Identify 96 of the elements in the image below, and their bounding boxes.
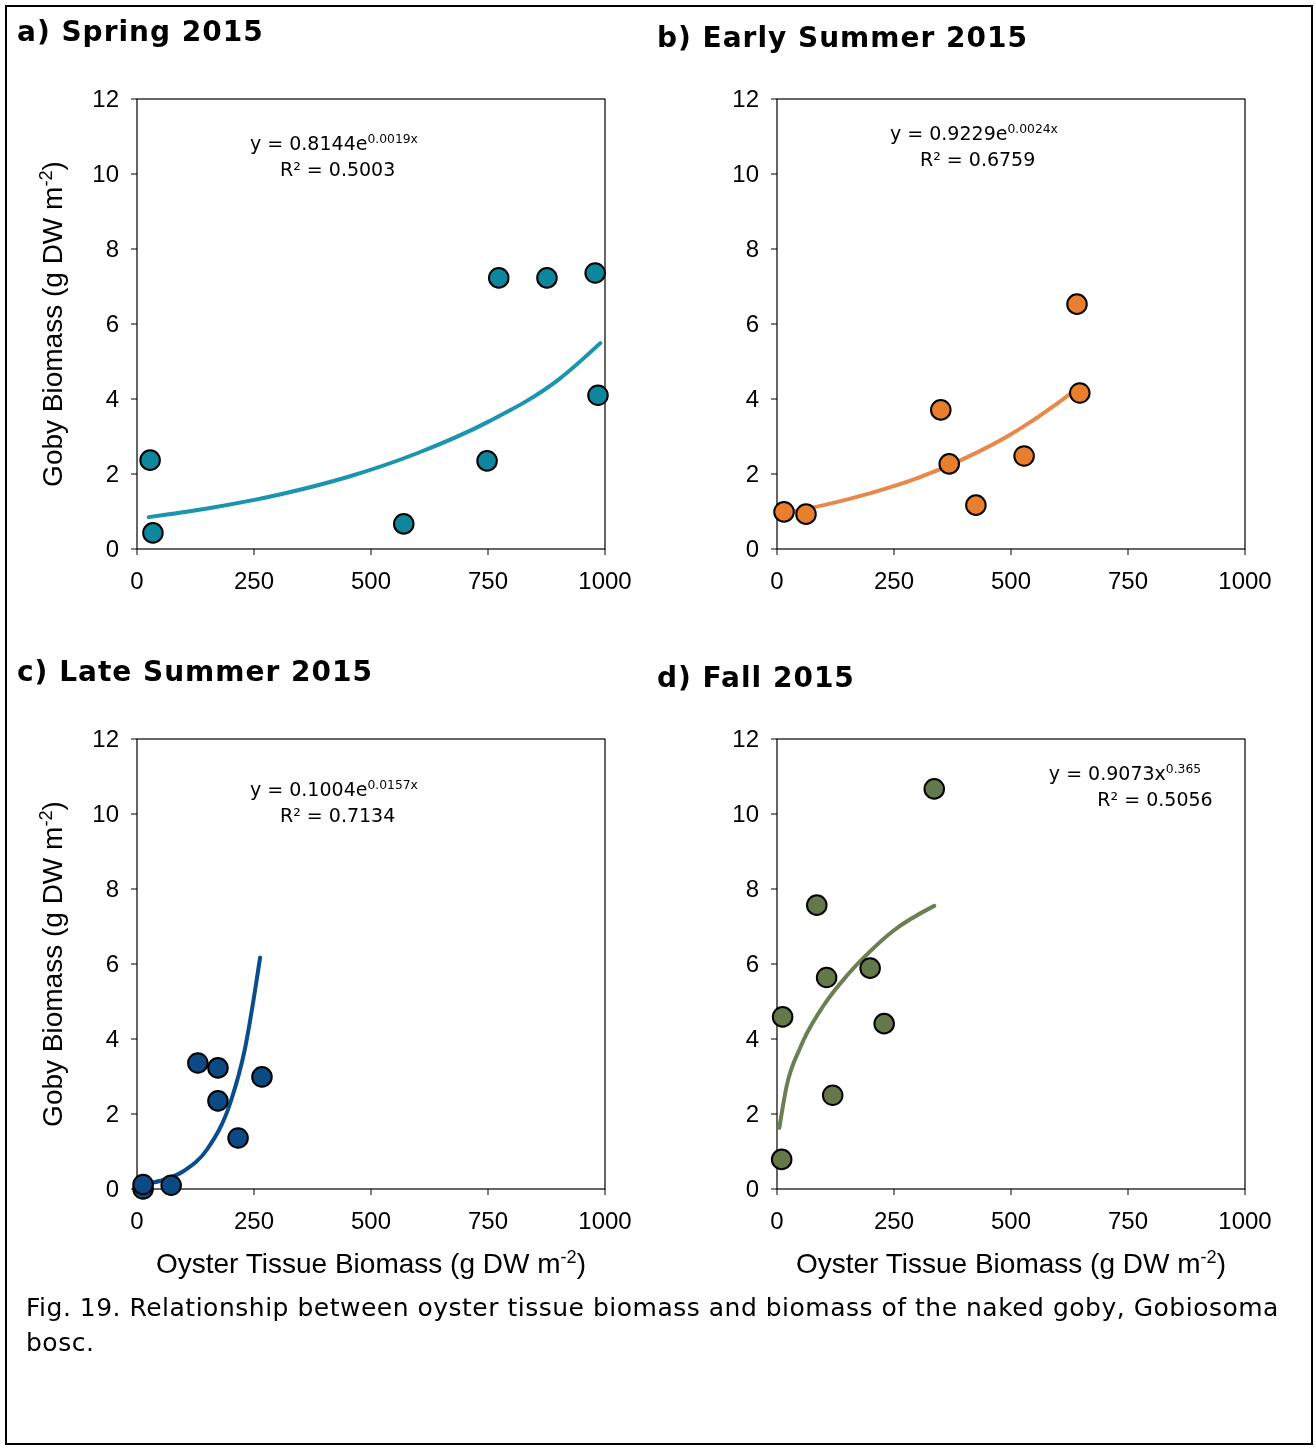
point [815, 966, 838, 989]
y-tick-label: 12 [732, 85, 759, 113]
point [587, 384, 609, 406]
y-tick-label: 8 [105, 875, 119, 903]
y-tick-label: 0 [105, 535, 119, 563]
x-tick-label: 500 [990, 567, 1032, 594]
line-series [146, 341, 603, 520]
point [227, 1127, 249, 1149]
y-tick-label: 10 [732, 160, 759, 188]
point [859, 957, 881, 979]
x-tick-label: 250 [873, 1207, 915, 1234]
y-tick-label: 10 [732, 800, 759, 828]
chart-title: b) Early Summer 2015 [657, 21, 1028, 54]
point [584, 262, 606, 284]
x-tick-label: 0 [770, 1207, 784, 1234]
x-tick-label: 500 [350, 1207, 392, 1234]
caption: Fig. 19. Relationship between oyster tissue biomass and biomass of the naked goby, Gobiosoma bosc. [26, 1292, 1280, 1359]
annotation: y = 0.8144e$^{0.0019x}$ [250, 132, 418, 154]
y-tick-label: 0 [745, 535, 759, 563]
y-tick-label: 2 [105, 1100, 119, 1128]
point [821, 1084, 844, 1106]
y-tick-label: 4 [745, 1025, 759, 1053]
point [1013, 445, 1035, 467]
point [930, 399, 952, 421]
y-tick-label: 12 [732, 725, 759, 753]
x-tick-label: 250 [233, 1207, 275, 1234]
y-tick-label: 6 [105, 310, 119, 338]
x-tick-label: 1000 [1218, 1207, 1272, 1234]
annotation: R² = 0.6759 [920, 148, 1036, 170]
y-tick-label: 10 [92, 800, 119, 828]
x-axis-title: Oyster Tissue Biomass (g DW m$^{-2}$) [155, 1247, 587, 1279]
point [806, 894, 828, 916]
annotation: y = 0.9229e$^{0.0024x}$ [890, 122, 1058, 144]
chart-title: c) Late Summer 2015 [17, 655, 373, 688]
point [795, 503, 817, 525]
annotation: R² = 0.5003 [280, 158, 396, 180]
point [1066, 293, 1088, 315]
x-tick-label: 0 [130, 567, 144, 594]
y-tick-label: 12 [92, 85, 119, 113]
annotation: y = 0.9073x$^{0.365}$ [1048, 762, 1202, 784]
point [1069, 382, 1091, 404]
y-tick-label: 6 [105, 950, 119, 978]
x-tick-label: 250 [233, 567, 275, 594]
x-tick-label: 1000 [578, 567, 632, 594]
x-tick-label: 500 [990, 1207, 1032, 1234]
point [770, 1148, 793, 1171]
x-tick-label: 750 [1107, 567, 1149, 594]
x-tick-label: 1000 [1218, 567, 1272, 594]
y-tick-label: 2 [745, 1100, 759, 1128]
x-tick-label: 750 [467, 1207, 509, 1234]
point [132, 1173, 154, 1196]
y-tick-label: 2 [745, 460, 759, 488]
y-tick-label: 0 [105, 1175, 119, 1203]
x-tick-label: 1000 [578, 1207, 632, 1234]
x-tick-label: 0 [130, 1207, 144, 1234]
annotation: R² = 0.7134 [280, 804, 396, 826]
annotation: R² = 0.5056 [1097, 788, 1213, 810]
point [873, 1012, 895, 1035]
chart-title: d) Fall 2015 [657, 661, 855, 694]
y-tick-label: 8 [105, 235, 119, 263]
x-tick-label: 750 [1107, 1207, 1149, 1234]
y-tick-label: 10 [92, 160, 119, 188]
y-tick-label: 12 [92, 725, 119, 753]
y-tick-label: 8 [745, 235, 759, 263]
point [142, 522, 164, 544]
point [476, 450, 498, 472]
point [536, 267, 558, 289]
point [187, 1052, 209, 1074]
y-tick-label: 6 [745, 950, 759, 978]
point [773, 501, 795, 523]
point [207, 1057, 229, 1079]
y-tick-label: 4 [745, 385, 759, 413]
chart-title: a) Spring 2015 [17, 15, 264, 48]
y-tick-label: 2 [105, 460, 119, 488]
line-series [777, 903, 937, 1130]
x-tick-label: 750 [467, 567, 509, 594]
point [923, 778, 946, 800]
point [392, 513, 415, 535]
annotation: y = 0.1004e$^{0.0157x}$ [250, 778, 418, 800]
point [251, 1066, 273, 1088]
y-tick-label: 4 [105, 1025, 119, 1053]
point [938, 453, 960, 475]
y-tick-label: 0 [745, 1175, 759, 1203]
x-tick-label: 0 [770, 567, 784, 594]
point [139, 449, 161, 471]
point [965, 494, 987, 516]
point [207, 1090, 229, 1112]
point [771, 1006, 794, 1028]
x-tick-label: 250 [873, 567, 915, 594]
y-tick-label: 6 [745, 310, 759, 338]
y-tick-label: 8 [745, 875, 759, 903]
y-tick-label: 4 [105, 385, 119, 413]
point [160, 1174, 182, 1196]
x-tick-label: 500 [350, 567, 392, 594]
point [487, 267, 510, 289]
x-axis-title: Oyster Tissue Biomass (g DW m$^{-2}$) [795, 1247, 1227, 1279]
